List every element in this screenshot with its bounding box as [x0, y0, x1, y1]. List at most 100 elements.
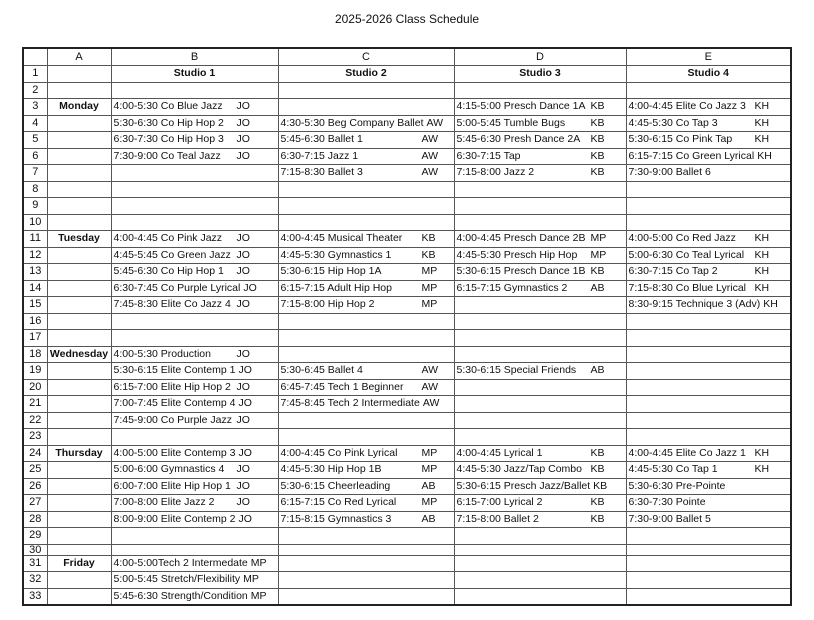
class-cell[interactable]: 6:30-7:30 Pointe	[625, 494, 792, 512]
cell[interactable]	[625, 345, 792, 363]
class-cell[interactable]: 5:30-6:15 Presch Dance 1B KB	[453, 263, 627, 281]
column-header[interactable]: A	[46, 47, 112, 66]
class-cell[interactable]: 7:00-7:45 Elite Contemp 4 JO	[110, 395, 279, 413]
cell[interactable]	[277, 81, 455, 99]
cell[interactable]	[110, 543, 279, 556]
class-cell[interactable]: 4:00-5:30 Production JO	[110, 345, 279, 363]
row-number[interactable]: 8	[22, 180, 48, 198]
row-number[interactable]: 27	[22, 494, 48, 512]
class-cell[interactable]: 6:15-7:00 Elite Hip Hop 2 JO	[110, 378, 279, 396]
cell[interactable]	[110, 197, 279, 215]
studio-header[interactable]: Studio 2	[277, 65, 455, 83]
class-cell[interactable]: 7:15-8:15 Gymnastics 3 AB	[277, 510, 455, 528]
row-number[interactable]: 17	[22, 329, 48, 347]
class-cell[interactable]: 5:45-6:30 Strength/Condition MP	[110, 587, 279, 606]
day-cell[interactable]	[46, 296, 112, 314]
cell[interactable]	[453, 213, 627, 231]
day-cell[interactable]	[46, 587, 112, 606]
studio-header[interactable]: Studio 4	[625, 65, 792, 83]
class-cell[interactable]: 7:15-8:30 Co Blue Lyrical KH	[625, 279, 792, 297]
row-number[interactable]: 14	[22, 279, 48, 297]
class-cell[interactable]: 5:45-6:30 Presh Dance 2A KB	[453, 131, 627, 149]
class-cell[interactable]: 4:00-5:30 Co Blue Jazz JO	[110, 98, 279, 116]
cell[interactable]	[453, 312, 627, 330]
cell[interactable]	[277, 571, 455, 589]
row-number[interactable]: 7	[22, 164, 48, 182]
row-number[interactable]: 20	[22, 378, 48, 396]
cell[interactable]	[453, 543, 627, 556]
class-cell[interactable]: 6:45-7:45 Tech 1 Beginner AW	[277, 378, 455, 396]
row-number[interactable]: 22	[22, 411, 48, 429]
class-cell[interactable]: 7:15-8:30 Ballet 3 AW	[277, 164, 455, 182]
class-cell[interactable]: 5:45-6:30 Co Hip Hop 1 JO	[110, 263, 279, 281]
cell[interactable]	[110, 312, 279, 330]
row-number[interactable]: 18	[22, 345, 48, 363]
cell[interactable]	[453, 411, 627, 429]
class-cell[interactable]: 4:45-5:30 Co Tap 1 KH	[625, 461, 792, 479]
cell[interactable]	[625, 587, 792, 606]
day-cell[interactable]	[46, 197, 112, 215]
class-cell[interactable]: 6:15-7:00 Lyrical 2 KB	[453, 494, 627, 512]
cell[interactable]	[625, 197, 792, 215]
class-cell[interactable]: 5:30-6:15 Presch Jazz/Ballet KB	[453, 477, 627, 495]
cell[interactable]	[277, 527, 455, 545]
cell[interactable]	[625, 81, 792, 99]
cell[interactable]	[625, 378, 792, 396]
cell[interactable]	[625, 362, 792, 380]
day-cell[interactable]	[46, 246, 112, 264]
cell[interactable]	[453, 571, 627, 589]
row-number[interactable]: 13	[22, 263, 48, 281]
cell[interactable]	[277, 329, 455, 347]
class-cell[interactable]: 4:00-4:45 Presch Dance 2B MP	[453, 230, 627, 248]
cell[interactable]	[625, 554, 792, 572]
class-cell[interactable]: 6:15-7:15 Adult Hip Hop MP	[277, 279, 455, 297]
cell[interactable]	[453, 329, 627, 347]
class-cell[interactable]: 4:45-5:30 Co Tap 3 KH	[625, 114, 792, 132]
class-cell[interactable]: 4:00-4:45 Lyrical 1 KB	[453, 444, 627, 462]
day-cell[interactable]	[46, 329, 112, 347]
cell[interactable]	[110, 329, 279, 347]
cell[interactable]	[625, 312, 792, 330]
cell[interactable]	[110, 428, 279, 446]
class-cell[interactable]: 6:15-7:15 Gymnastics 2 AB	[453, 279, 627, 297]
day-cell[interactable]	[46, 114, 112, 132]
class-cell[interactable]: 6:30-7:15 Jazz 1 AW	[277, 147, 455, 165]
class-cell[interactable]: 4:45-5:30 Gymnastics 1 KB	[277, 246, 455, 264]
day-cell[interactable]	[46, 180, 112, 198]
day-cell[interactable]	[46, 571, 112, 589]
row-number[interactable]: 26	[22, 477, 48, 495]
column-header[interactable]: C	[277, 47, 455, 66]
cell[interactable]	[277, 587, 455, 606]
day-cell[interactable]: Tuesday	[46, 230, 112, 248]
day-cell[interactable]: Thursday	[46, 444, 112, 462]
class-cell[interactable]: 5:00-6:00 Gymnastics 4 JO	[110, 461, 279, 479]
class-cell[interactable]: 6:30-7:15 Co Tap 2 KH	[625, 263, 792, 281]
day-cell[interactable]	[46, 510, 112, 528]
class-cell[interactable]: 4:15-5:00 Presch Dance 1A KB	[453, 98, 627, 116]
class-cell[interactable]: 4:00-5:00Tech 2 Intermedate MP	[110, 554, 279, 572]
day-cell[interactable]	[46, 147, 112, 165]
row-number[interactable]: 30	[22, 543, 48, 556]
cell[interactable]	[625, 180, 792, 198]
cell[interactable]	[453, 197, 627, 215]
cell[interactable]	[277, 428, 455, 446]
cell[interactable]	[625, 213, 792, 231]
row-number[interactable]: 15	[22, 296, 48, 314]
class-cell[interactable]: 7:15-8:00 Jazz 2 KB	[453, 164, 627, 182]
row-number[interactable]: 12	[22, 246, 48, 264]
class-cell[interactable]: 6:00-7:00 Elite Hip Hop 1 JO	[110, 477, 279, 495]
day-cell[interactable]	[46, 263, 112, 281]
class-cell[interactable]: 7:00-8:00 Elite Jazz 2 JO	[110, 494, 279, 512]
day-cell[interactable]	[46, 461, 112, 479]
class-cell[interactable]: 4:00-5:00 Elite Contemp 3 JO	[110, 444, 279, 462]
row-number[interactable]: 29	[22, 527, 48, 545]
cell[interactable]	[453, 296, 627, 314]
day-cell[interactable]: Friday	[46, 554, 112, 572]
class-cell[interactable]: 7:15-8:00 Ballet 2 KB	[453, 510, 627, 528]
row-number[interactable]: 31	[22, 554, 48, 572]
day-cell[interactable]	[46, 131, 112, 149]
class-cell[interactable]: 5:00-5:45 Stretch/Flexibility MP	[110, 571, 279, 589]
class-cell[interactable]: 5:45-6:30 Ballet 1 AW	[277, 131, 455, 149]
class-cell[interactable]: 6:30-7:15 Tap KB	[453, 147, 627, 165]
cell[interactable]	[277, 411, 455, 429]
